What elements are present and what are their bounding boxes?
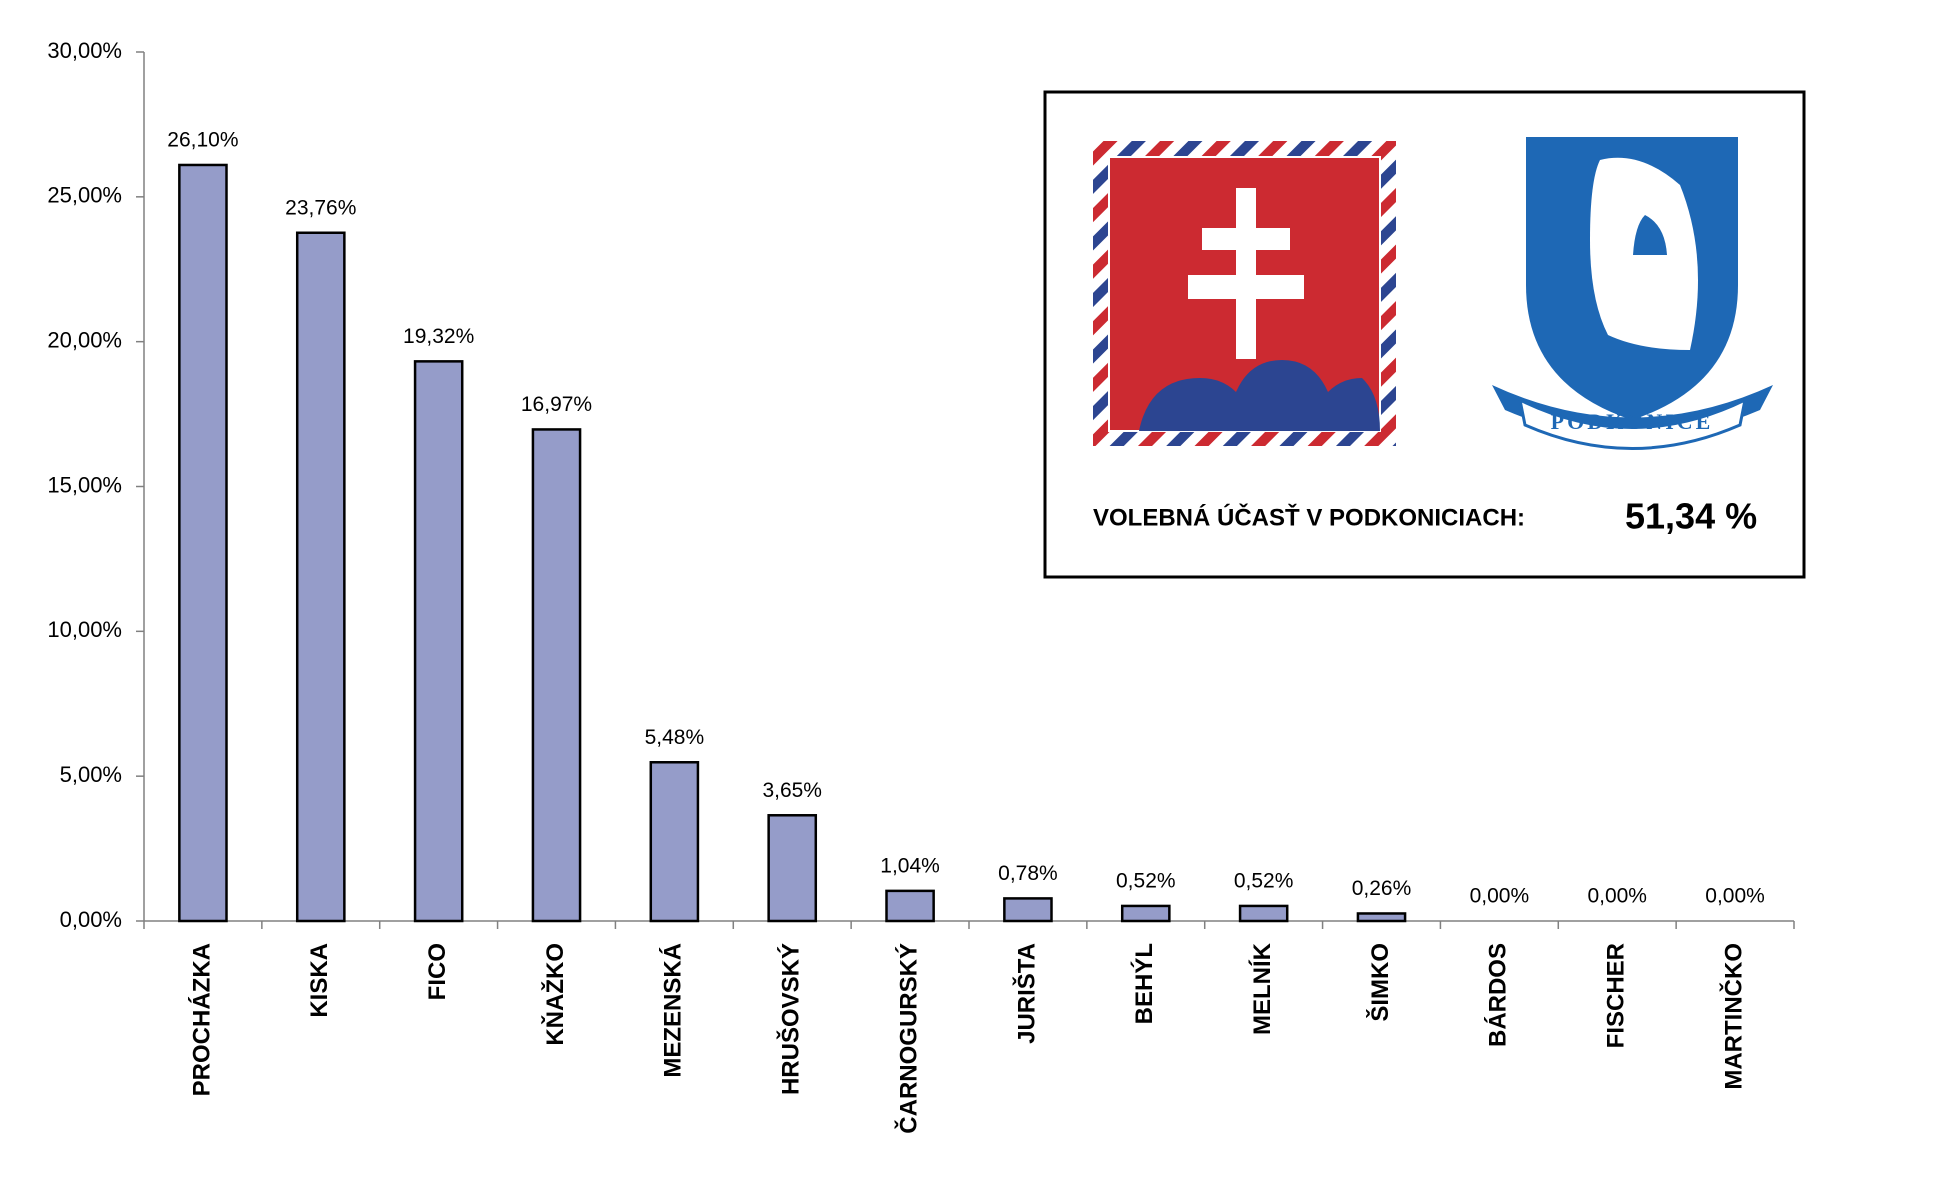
x-tick-label: MELNÍK	[1248, 942, 1276, 1035]
y-tick-label: 0,00%	[60, 907, 122, 932]
value-label: 0,26%	[1352, 877, 1412, 900]
x-tick-label: KŇAŽKO	[541, 943, 569, 1046]
x-tick-label: FISCHER	[1603, 943, 1630, 1048]
bar	[649, 761, 700, 923]
inset-label: VOLEBNÁ ÚČASŤ V PODKONICIACH:	[1093, 503, 1525, 531]
coat-of-arms: PODKONICE	[1492, 137, 1773, 450]
value-label: 23,76%	[285, 196, 356, 219]
bar	[295, 231, 346, 923]
x-tick-label: FICO	[424, 943, 451, 1000]
value-label: 19,32%	[403, 325, 474, 348]
y-tick-label: 25,00%	[47, 183, 122, 208]
bar	[885, 889, 935, 923]
x-tick-label: BÁRDOS	[1484, 943, 1512, 1047]
value-label: 5,48%	[645, 726, 705, 749]
x-tick-label: ŠIMKO	[1366, 943, 1394, 1022]
y-tick-label: 20,00%	[47, 327, 122, 352]
bar	[1356, 912, 1407, 923]
x-tick-label: PROCHÁZKA	[187, 943, 215, 1096]
value-label: 0,00%	[1470, 885, 1530, 908]
y-tick-label: 30,00%	[47, 38, 122, 63]
x-tick-label: KISKA	[306, 943, 333, 1018]
value-label: 3,65%	[762, 779, 822, 802]
inset: PODKONICE VOLEBNÁ ÚČASŤ V PODKONICIACH: …	[1043, 90, 1806, 579]
x-tick-label: JURIŠTA	[1012, 943, 1040, 1044]
value-label: 0,00%	[1587, 885, 1647, 908]
value-label: 0,52%	[1234, 869, 1294, 892]
bar	[1238, 904, 1289, 923]
bar	[413, 360, 464, 923]
bar	[178, 163, 228, 923]
x-tick-label: ČARNOGURSKÝ	[894, 943, 922, 1134]
bar	[1003, 897, 1053, 923]
x-tick-label: MEZENSKÁ	[659, 943, 687, 1078]
value-label: 0,00%	[1705, 885, 1765, 908]
y-tick-label: 15,00%	[47, 472, 122, 497]
value-label: 0,78%	[998, 862, 1058, 885]
x-tick-label: BEHÝL	[1130, 943, 1158, 1024]
value-label: 16,97%	[521, 393, 592, 416]
flag-emblem	[1093, 141, 1396, 446]
y-tick-label: 10,00%	[47, 617, 122, 642]
bar	[531, 428, 582, 923]
inset-value: 51,34 %	[1625, 496, 1757, 537]
value-label: 0,52%	[1116, 869, 1176, 892]
emblem-text: PODKONICE	[1551, 409, 1714, 434]
bar	[767, 814, 818, 923]
value-label: 1,04%	[880, 854, 940, 877]
bar	[1120, 904, 1171, 923]
y-tick-label: 5,00%	[60, 762, 122, 787]
value-label: 26,10%	[167, 129, 238, 152]
x-tick-label: MARTINČKO	[1719, 943, 1747, 1090]
x-tick-label: HRUŠOVSKÝ	[777, 943, 805, 1095]
